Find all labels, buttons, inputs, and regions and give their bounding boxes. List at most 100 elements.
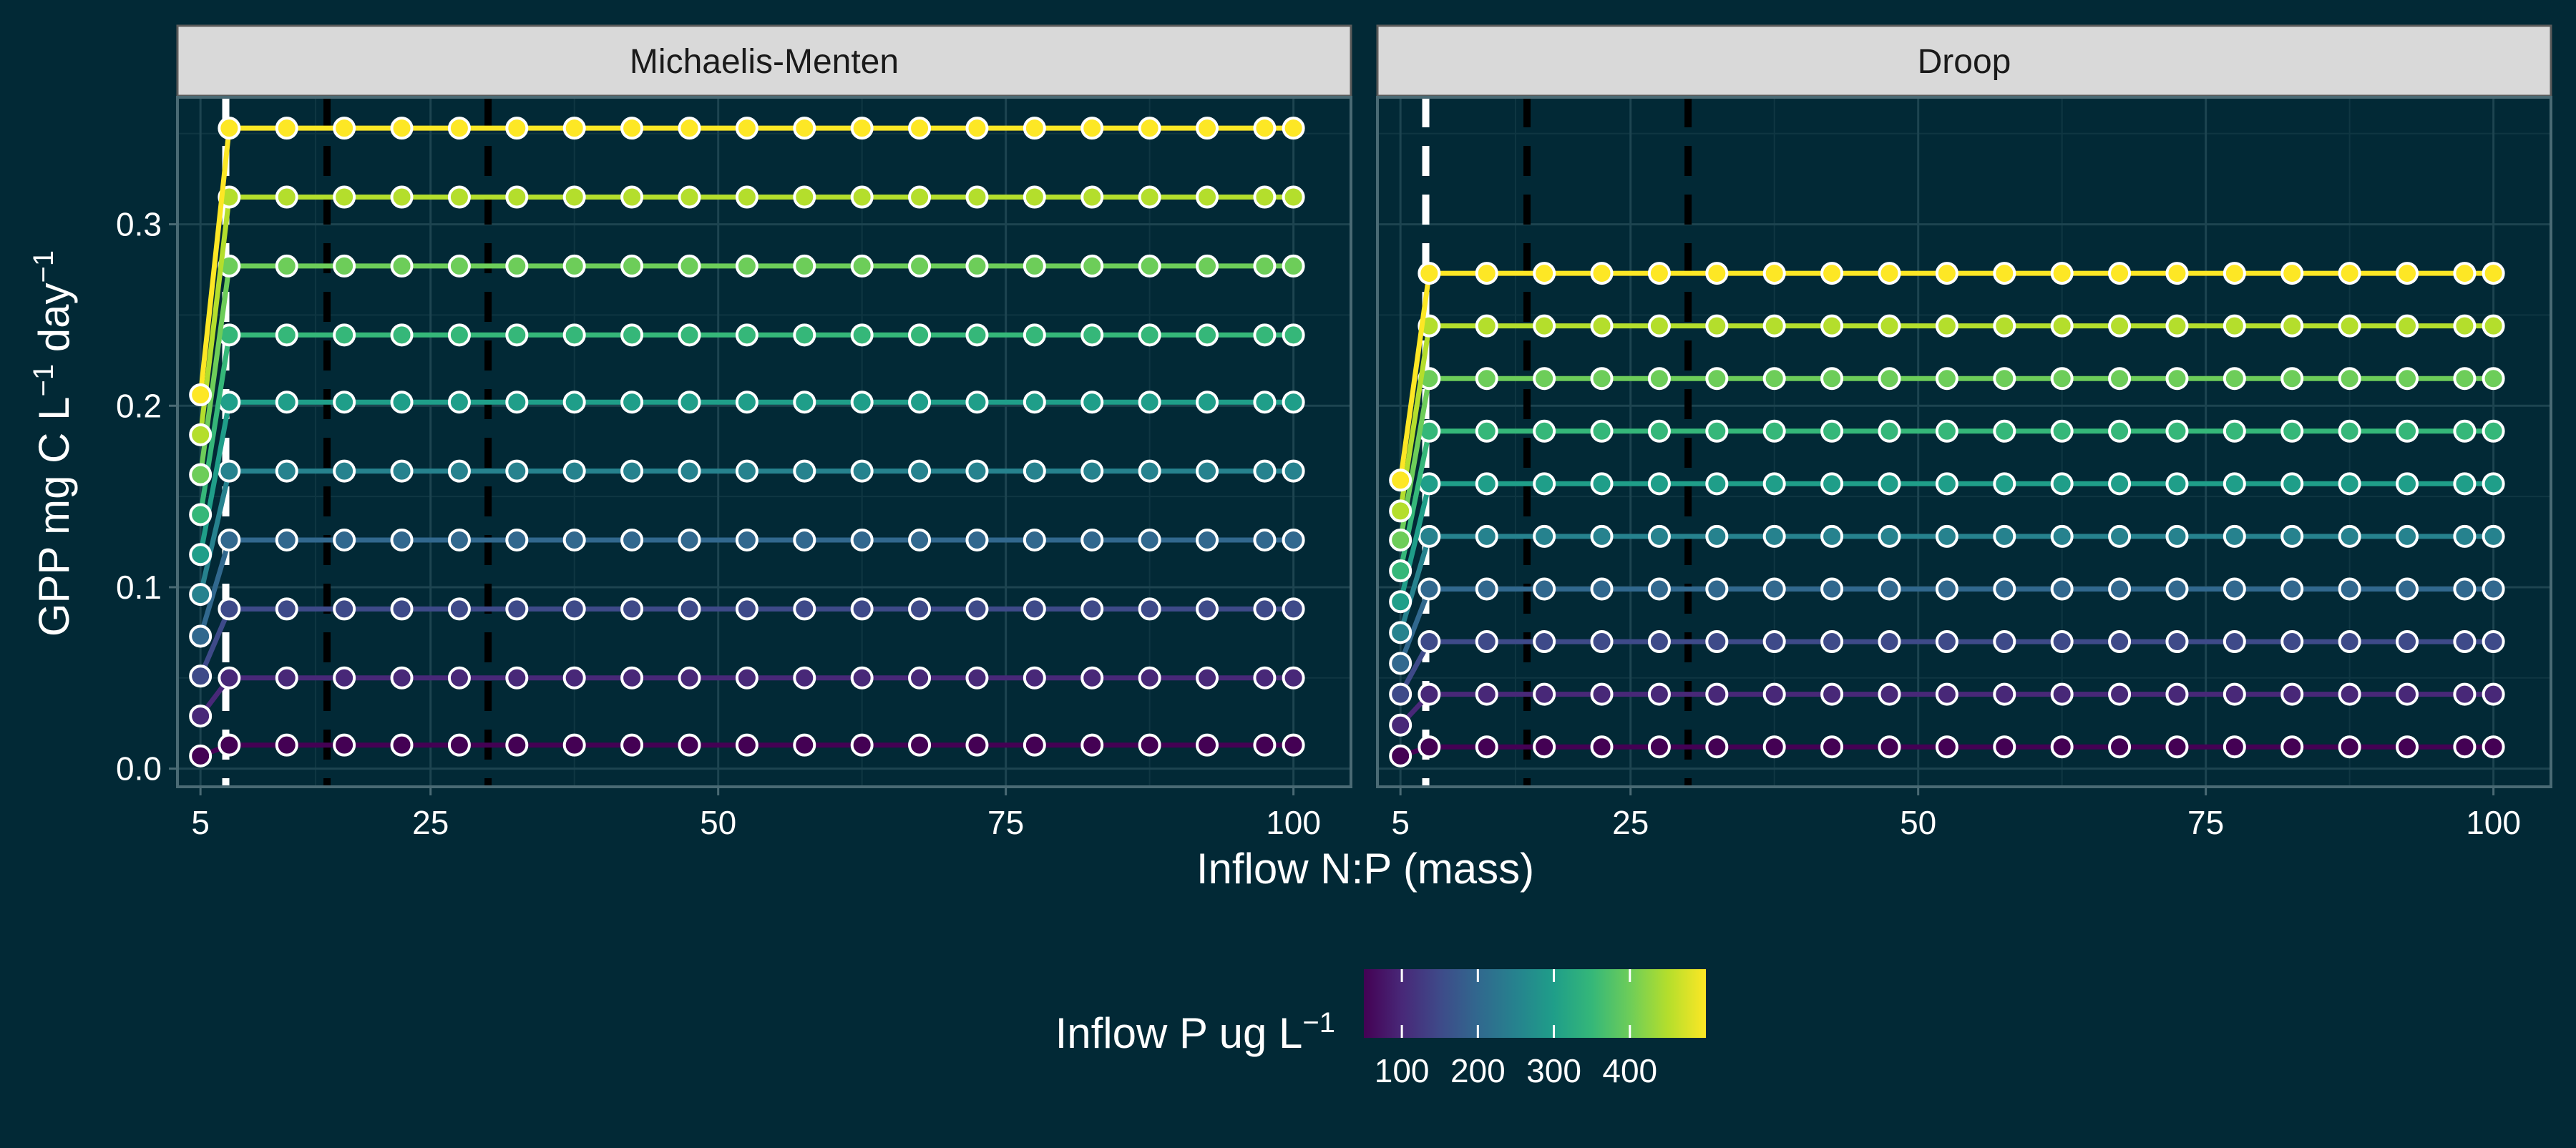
data-point — [793, 254, 816, 278]
facet-strip-label: Droop — [1918, 43, 2011, 81]
data-point — [735, 733, 758, 757]
data-point — [275, 391, 298, 414]
data-point — [1196, 459, 1219, 483]
data-point — [1282, 391, 1305, 414]
data-point — [2165, 472, 2189, 496]
x-tick-label: 75 — [987, 804, 1024, 841]
data-point — [1762, 367, 1786, 391]
data-point — [2108, 524, 2132, 548]
data-point — [1878, 472, 1901, 496]
data-point — [1389, 621, 1413, 644]
data-point — [2396, 314, 2419, 338]
data-point — [1389, 499, 1413, 523]
data-point — [850, 391, 874, 414]
data-point — [1080, 254, 1104, 278]
data-point — [1253, 254, 1277, 278]
data-point — [189, 583, 213, 607]
data-point — [1023, 733, 1046, 757]
data-point — [1533, 735, 1556, 759]
data-point — [189, 423, 213, 446]
data-point — [1993, 314, 2016, 338]
data-point — [2165, 262, 2189, 285]
data-point — [505, 254, 529, 278]
data-point — [1705, 524, 1729, 548]
data-point — [1475, 367, 1498, 391]
data-point — [2108, 314, 2132, 338]
data-point — [1282, 254, 1305, 278]
data-point — [2280, 262, 2304, 285]
data-point — [2165, 630, 2189, 654]
data-point — [447, 528, 471, 551]
data-point — [447, 666, 471, 690]
data-point — [735, 185, 758, 209]
data-point — [1253, 459, 1277, 483]
data-point — [2050, 524, 2074, 548]
data-point — [333, 391, 356, 414]
data-point — [505, 597, 529, 621]
data-point — [562, 185, 586, 209]
data-point — [1138, 323, 1161, 347]
data-point — [1533, 419, 1556, 443]
data-point — [562, 597, 586, 621]
data-point — [1762, 472, 1786, 496]
data-point — [2223, 524, 2246, 548]
data-point — [1023, 185, 1046, 209]
data-point — [2396, 262, 2419, 285]
data-point — [2482, 735, 2505, 759]
data-point — [1138, 391, 1161, 414]
data-point — [1590, 524, 1614, 548]
data-point — [2338, 262, 2361, 285]
data-point — [1080, 666, 1104, 690]
data-point — [1080, 391, 1104, 414]
data-point — [1023, 459, 1046, 483]
data-point — [2453, 262, 2477, 285]
legend-tick-label: 100 — [1375, 1052, 1430, 1089]
data-point — [1282, 733, 1305, 757]
data-point — [1475, 682, 1498, 706]
data-point — [678, 597, 701, 621]
data-point — [562, 666, 586, 690]
data-point — [1389, 590, 1413, 614]
data-point — [1023, 597, 1046, 621]
legend-tick-label: 300 — [1526, 1052, 1581, 1089]
x-tick-label: 25 — [1612, 804, 1649, 841]
data-point — [1282, 117, 1305, 140]
data-point — [1705, 262, 1729, 285]
data-point — [2338, 314, 2361, 338]
data-point — [275, 323, 298, 347]
legend-title-sup: −1 — [1302, 1007, 1335, 1039]
data-point — [1475, 419, 1498, 443]
data-point — [850, 459, 874, 483]
data-point — [275, 597, 298, 621]
data-point — [1590, 314, 1614, 338]
data-point — [1475, 577, 1498, 601]
data-point — [2482, 682, 2505, 706]
data-point — [562, 528, 586, 551]
data-point — [793, 117, 816, 140]
data-point — [218, 117, 241, 140]
data-point — [1820, 314, 1844, 338]
data-point — [275, 185, 298, 209]
data-point — [562, 117, 586, 140]
data-point — [2223, 367, 2246, 391]
data-point — [1647, 262, 1671, 285]
y-axis-title: GPP mg C L−1 day−1 — [28, 250, 78, 637]
data-point — [275, 254, 298, 278]
data-point — [965, 254, 989, 278]
data-point — [2338, 577, 2361, 601]
data-point — [1993, 524, 2016, 548]
data-point — [1762, 630, 1786, 654]
data-point — [2050, 472, 2074, 496]
data-point — [2396, 577, 2419, 601]
data-point — [1935, 577, 1958, 601]
data-point — [2108, 419, 2132, 443]
data-point — [1762, 262, 1786, 285]
data-point — [2108, 367, 2132, 391]
data-point — [1878, 577, 1901, 601]
data-point — [2280, 524, 2304, 548]
data-point — [1533, 577, 1556, 601]
data-point — [908, 323, 932, 347]
data-point — [1647, 472, 1671, 496]
